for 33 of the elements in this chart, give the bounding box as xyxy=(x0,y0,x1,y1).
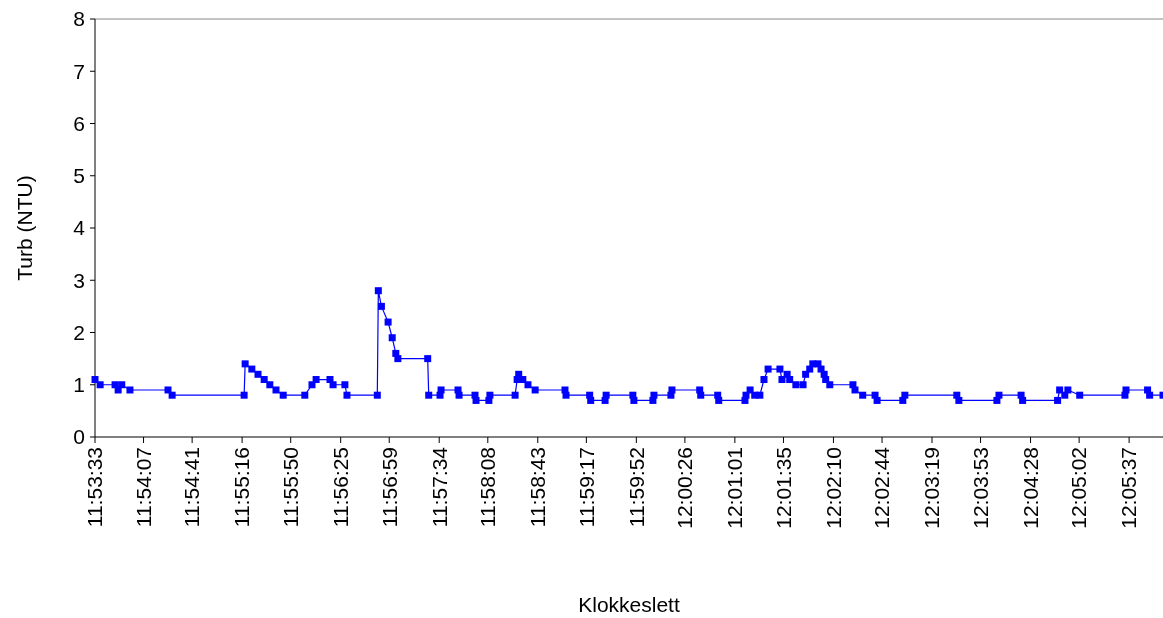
x-tick-label: 12:04:28 xyxy=(1018,447,1042,529)
x-axis-title: Klokkeslett xyxy=(578,593,680,616)
x-tick-label: 11:56:59 xyxy=(377,447,401,528)
x-tick-label: 12:03:19 xyxy=(920,447,944,529)
x-tick-label: 11:56:25 xyxy=(329,447,353,528)
x-tick-label: 11:59:52 xyxy=(624,447,648,528)
x-tick-label: 12:05:02 xyxy=(1067,447,1091,529)
x-tick-label: 11:53:33 xyxy=(83,447,107,528)
x-tick-label: 11:58:43 xyxy=(526,447,550,528)
x-tick-label: 11:55:16 xyxy=(230,447,254,528)
x-tick-label: 12:01:35 xyxy=(771,447,795,529)
x-tick-label: 12:00:26 xyxy=(673,447,697,529)
y-tick-label: 2 xyxy=(73,320,85,344)
x-tick-label: 12:01:01 xyxy=(723,447,747,529)
y-tick-label: 7 xyxy=(73,59,85,83)
x-tick-label: 12:03:53 xyxy=(968,447,992,529)
x-tick-label: 11:55:50 xyxy=(279,447,303,528)
x-tick-label: 11:58:08 xyxy=(476,447,500,528)
y-tick-label: 3 xyxy=(73,268,85,292)
y-axis-title: Turb (NTU) xyxy=(13,175,36,281)
y-tick-label: 6 xyxy=(73,111,85,135)
y-tick-label: 0 xyxy=(73,425,85,449)
x-tick-label: 11:54:07 xyxy=(131,447,155,528)
x-tick-label: 11:59:17 xyxy=(574,447,598,528)
x-tick-label: 12:05:37 xyxy=(1117,447,1141,529)
y-tick-label: 5 xyxy=(73,164,85,188)
x-tick-label: 12:02:44 xyxy=(870,446,894,529)
y-tick-label: 1 xyxy=(73,373,85,397)
y-tick-label: 8 xyxy=(73,7,85,31)
x-tick-label: 12:02:10 xyxy=(821,447,845,529)
x-tick-label: 11:57:34 xyxy=(427,446,451,528)
x-tick-label: 11:54:41 xyxy=(180,447,204,528)
y-tick-label: 4 xyxy=(73,216,86,240)
